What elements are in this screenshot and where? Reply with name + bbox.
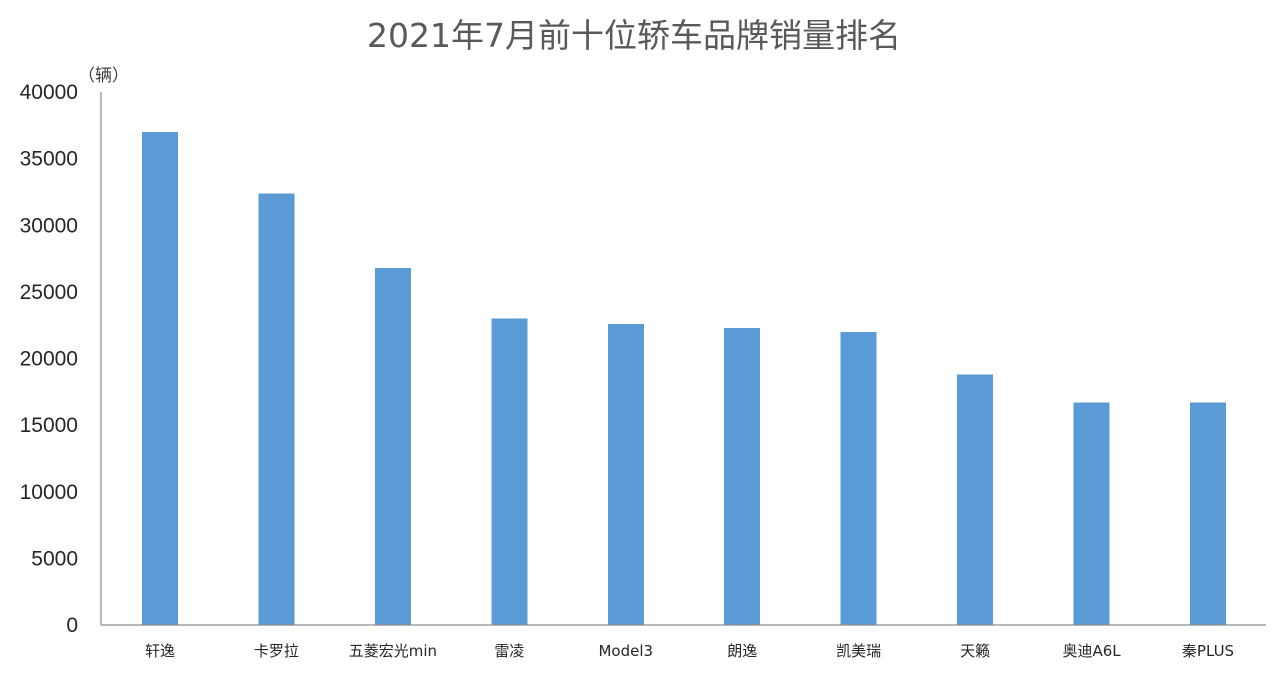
x-tick-label: 秦PLUS (1182, 642, 1234, 660)
bar (1073, 402, 1110, 625)
y-tick-label: 35000 (20, 148, 78, 171)
x-tick-label: Model3 (598, 642, 653, 660)
y-tick-label: 15000 (20, 414, 78, 437)
x-tick-label: 雷凌 (494, 642, 524, 660)
bar (840, 331, 877, 625)
chart-title: 2021年7月前十位轿车品牌销量排名 (367, 16, 901, 55)
bar (374, 267, 411, 625)
x-tick-label: 奥迪A6L (1062, 642, 1121, 660)
bar (258, 193, 295, 625)
x-axis-ticks: 轩逸 卡罗拉 五菱宏光min 雷凌 Model3 朗逸 凯美瑞 天籁 奥迪A6L 秦PLUS (145, 642, 1234, 660)
y-tick-label: 30000 (20, 214, 78, 237)
x-tick-label: 卡罗拉 (254, 642, 299, 660)
x-tick-label: 天籁 (960, 642, 990, 660)
bar (957, 374, 994, 625)
y-tick-label: 25000 (20, 281, 78, 304)
y-tick-label: 5000 (31, 547, 78, 570)
bar (1190, 402, 1226, 625)
y-axis-ticks: 0 5000 10000 15000 20000 25000 30000 35000 40000 (20, 81, 78, 637)
bar (491, 318, 528, 625)
bar (724, 327, 761, 625)
x-tick-label: 凯美瑞 (836, 642, 881, 660)
y-tick-label: 20000 (20, 348, 78, 371)
x-tick-label: 朗逸 (727, 642, 757, 660)
y-axis-unit-label: （辆） (78, 66, 129, 86)
y-tick-label: 10000 (20, 481, 78, 504)
y-tick-label: 40000 (20, 81, 78, 104)
bar (142, 131, 178, 625)
bars-group (142, 131, 1226, 625)
x-tick-label: 五菱宏光min (349, 642, 437, 660)
bar (607, 323, 644, 625)
x-tick-label: 轩逸 (145, 642, 175, 660)
y-tick-label: 0 (66, 614, 78, 637)
